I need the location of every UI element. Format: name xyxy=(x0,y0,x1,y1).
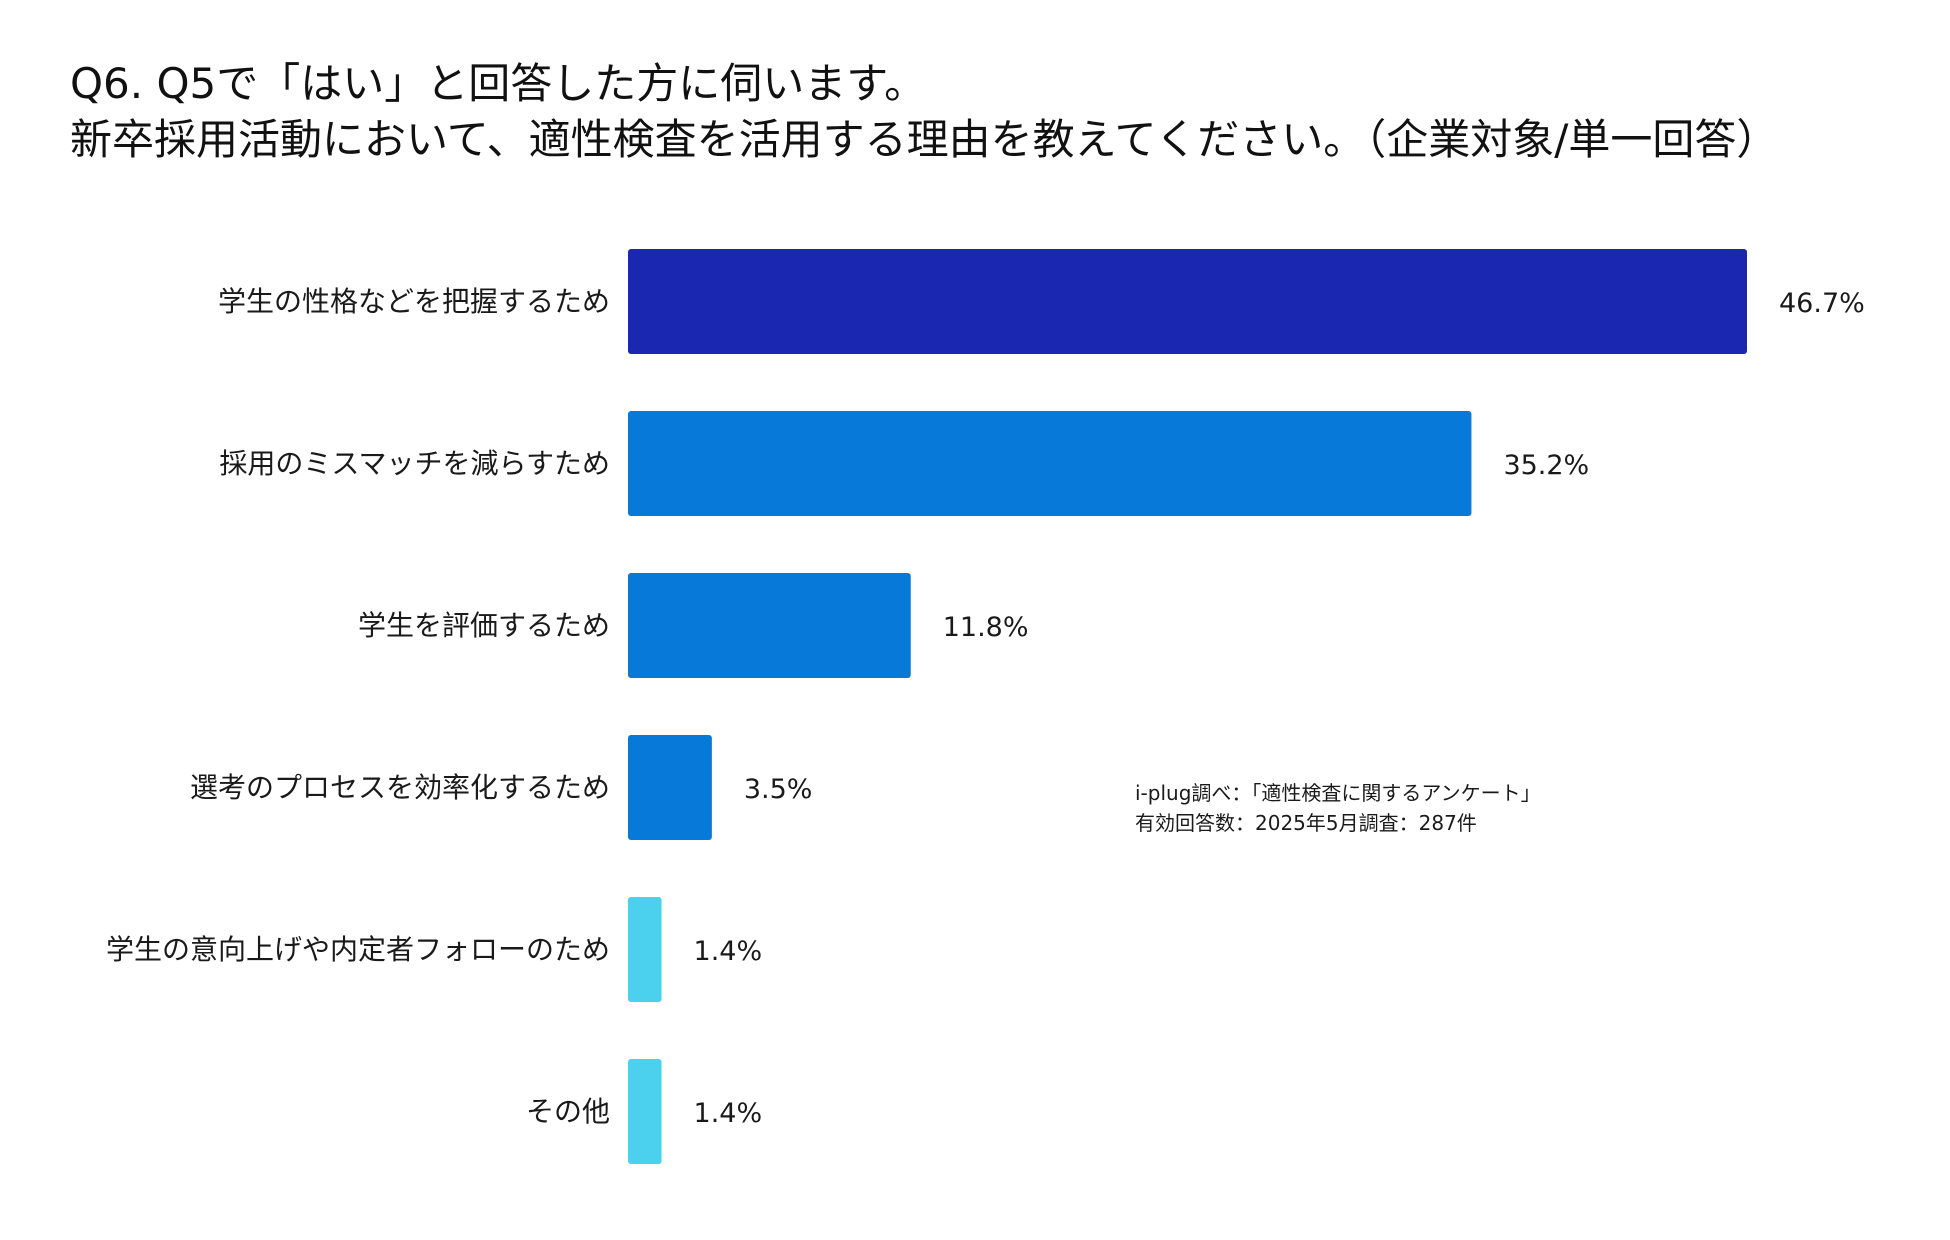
chart-title-line-1: Q6. Q5で「はい」と回答した方に伺います。 xyxy=(70,59,927,108)
value-label-2: 35.2% xyxy=(1503,450,1589,481)
value-label-4: 3.5% xyxy=(744,774,813,805)
chart-title-line-2: 新卒採用活動において、適性検査を活用する理由を教えてください。（企業対象/単一回… xyxy=(70,115,1779,164)
category-label-2: 採用のミスマッチを減らすため xyxy=(219,447,610,480)
value-label-6: 1.4% xyxy=(694,1098,763,1129)
bar-6 xyxy=(628,1059,662,1164)
category-label-1: 学生の性格などを把握するため xyxy=(218,285,610,318)
bar-5 xyxy=(628,897,662,1002)
source-line-1: i-plug調べ：「適性検査に関するアンケート」 xyxy=(1135,781,1541,805)
bar-1 xyxy=(628,249,1747,354)
value-label-1: 46.7% xyxy=(1779,288,1865,319)
category-label-6: その他 xyxy=(526,1095,610,1128)
bar-4 xyxy=(628,735,712,840)
bar-2 xyxy=(628,411,1472,516)
category-label-5: 学生の意向上げや内定者フォローのため xyxy=(106,933,610,966)
category-label-4: 選考のプロセスを効率化するため xyxy=(190,771,610,804)
source-line-2: 有効回答数：2025年5月調査：287件 xyxy=(1135,811,1477,835)
value-label-5: 1.4% xyxy=(694,936,763,967)
source-note: i-plug調べ：「適性検査に関するアンケート」 有効回答数：2025年5月調査… xyxy=(1135,778,1541,838)
bar-3 xyxy=(628,573,911,678)
value-label-3: 11.8% xyxy=(943,612,1029,643)
category-label-3: 学生を評価するため xyxy=(358,609,610,642)
